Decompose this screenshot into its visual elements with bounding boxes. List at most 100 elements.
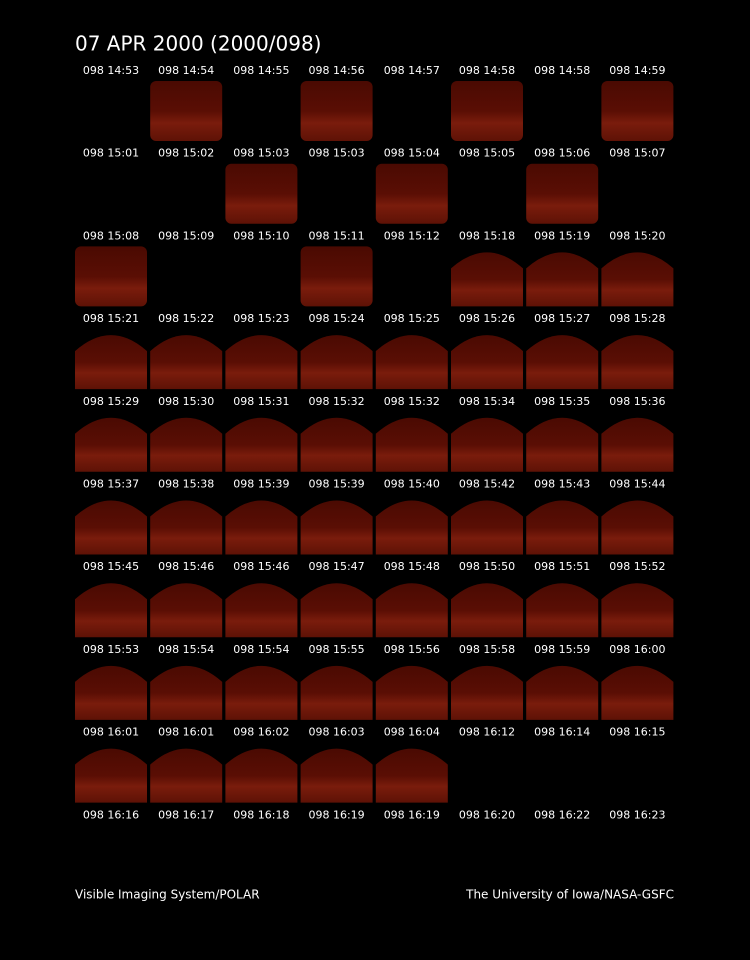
frame-label: 098 14:58 <box>534 64 590 77</box>
frame-image <box>300 335 373 390</box>
frame-image <box>300 583 373 638</box>
frame-image <box>601 583 674 638</box>
frame-label: 098 14:57 <box>384 64 440 77</box>
frame-image <box>300 81 373 141</box>
frame-image <box>75 583 147 638</box>
frame-image <box>526 583 599 638</box>
frame-image <box>375 665 448 720</box>
frame-image <box>150 583 223 638</box>
frame-label: 098 16:16 <box>83 808 139 821</box>
frame-label: 098 16:01 <box>158 726 214 739</box>
frame-image <box>601 500 674 555</box>
frame-label: 098 15:54 <box>233 643 289 656</box>
frame-image <box>526 500 599 555</box>
frame-label: 098 14:58 <box>459 64 515 77</box>
frame-image <box>375 500 448 555</box>
frame-image <box>601 252 674 307</box>
frame-image <box>150 748 223 803</box>
footer-right: The University of Iowa/NASA-GSFC <box>465 888 674 902</box>
frame-label: 098 15:19 <box>534 229 590 242</box>
frame-image <box>526 665 599 720</box>
frame-image <box>300 500 373 555</box>
frame-label: 098 15:03 <box>308 147 364 160</box>
frame-label: 098 16:23 <box>609 808 665 821</box>
frame-image <box>451 583 523 638</box>
frame-label: 098 14:54 <box>158 64 214 77</box>
frame-label: 098 15:58 <box>459 643 515 656</box>
footer-left: Visible Imaging System/POLAR <box>75 888 260 902</box>
frame-image <box>451 500 523 555</box>
frame-label: 098 15:03 <box>233 147 289 160</box>
frame-image <box>375 748 448 803</box>
frame-image <box>150 665 223 720</box>
frame-image <box>150 335 223 390</box>
frame-label: 098 15:34 <box>459 395 515 408</box>
frame-label: 098 15:35 <box>534 395 590 408</box>
frame-image <box>601 665 674 720</box>
frame-image <box>451 252 523 307</box>
frame-image <box>375 417 448 472</box>
frame-label: 098 15:51 <box>534 560 590 573</box>
frame-label: 098 16:20 <box>459 808 515 821</box>
frame-image <box>300 417 373 472</box>
frame-label: 098 15:45 <box>83 560 139 573</box>
frame-label: 098 15:21 <box>83 312 139 325</box>
frame-label: 098 15:24 <box>308 312 364 325</box>
frame-label: 098 15:46 <box>233 560 289 573</box>
frame-label: 098 15:40 <box>384 478 440 491</box>
frame-label: 098 15:36 <box>609 395 665 408</box>
frame-label: 098 15:05 <box>459 147 515 160</box>
frame-label: 098 15:53 <box>83 643 139 656</box>
frame-label: 098 16:02 <box>233 726 289 739</box>
frame-label: 098 15:37 <box>83 478 139 491</box>
frame-label: 098 16:19 <box>384 808 440 821</box>
frame-image <box>451 417 523 472</box>
frame-label: 098 15:26 <box>459 312 515 325</box>
frame-label: 098 16:00 <box>609 643 665 656</box>
frame-label: 098 14:53 <box>83 64 139 77</box>
frame-image <box>225 665 298 720</box>
frame-label: 098 15:32 <box>384 395 440 408</box>
frame-label: 098 16:18 <box>233 808 289 821</box>
frame-image <box>451 335 523 390</box>
frame-label: 098 15:59 <box>534 643 590 656</box>
frame-image <box>75 335 147 390</box>
frame-label: 098 15:20 <box>609 229 665 242</box>
frame-image <box>375 163 448 224</box>
frame-image <box>375 335 448 390</box>
frame-label: 098 15:08 <box>83 229 139 242</box>
frame-label: 098 15:47 <box>308 560 364 573</box>
frame-label: 098 16:19 <box>308 808 364 821</box>
frame-image <box>601 417 674 472</box>
frame-label: 098 15:38 <box>158 478 214 491</box>
frame-label: 098 16:03 <box>308 726 364 739</box>
frame-image <box>526 252 599 307</box>
frame-label: 098 15:31 <box>233 395 289 408</box>
frame-label: 098 15:12 <box>384 229 440 242</box>
frame-label: 098 14:55 <box>233 64 289 77</box>
frame-image <box>451 665 523 720</box>
frame-image <box>300 748 373 803</box>
frame-image <box>150 500 223 555</box>
frame-image <box>75 417 147 472</box>
frame-label: 098 15:54 <box>158 643 214 656</box>
frame-image <box>225 500 298 555</box>
frame-image <box>150 81 223 141</box>
frame-image <box>601 81 674 141</box>
frame-image <box>150 417 223 472</box>
frame-label: 098 15:11 <box>308 229 364 242</box>
frame-label: 098 15:01 <box>83 147 139 160</box>
frame-label: 098 15:07 <box>609 147 665 160</box>
frame-image <box>225 583 298 638</box>
frame-label: 098 16:01 <box>83 726 139 739</box>
frame-image <box>225 163 298 224</box>
frame-label: 098 15:43 <box>534 478 590 491</box>
frame-label: 098 15:10 <box>233 229 289 242</box>
frame-image <box>75 246 147 307</box>
frame-label: 098 15:32 <box>308 395 364 408</box>
frame-image <box>225 417 298 472</box>
frame-label: 098 15:39 <box>233 478 289 491</box>
frame-label: 098 15:18 <box>459 229 515 242</box>
frame-label: 098 14:56 <box>308 64 364 77</box>
